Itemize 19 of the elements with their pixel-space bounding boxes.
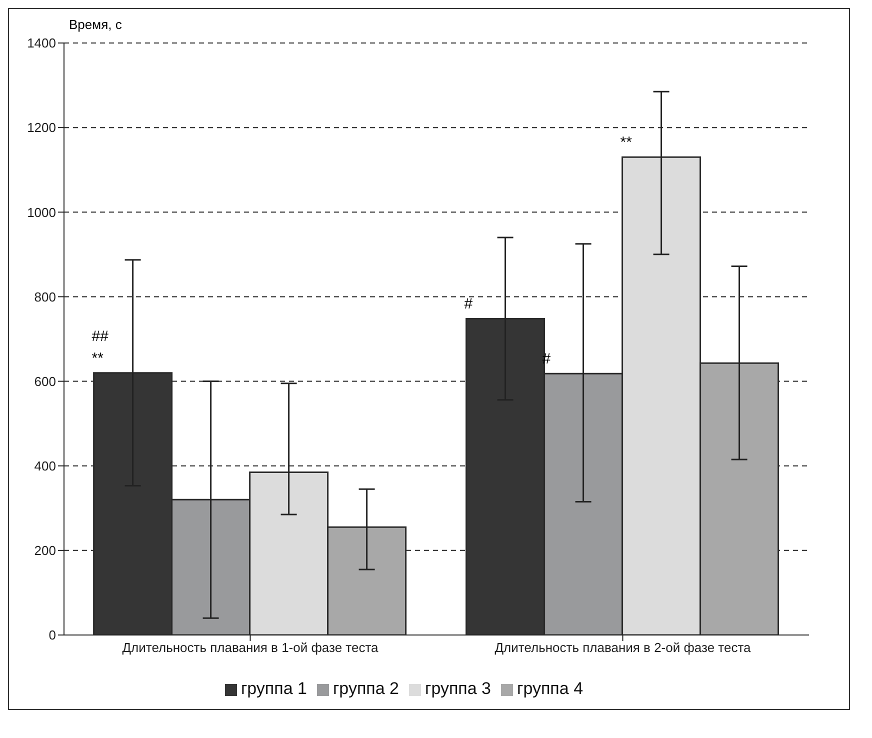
y-tick-label: 600 <box>34 374 56 389</box>
y-tick-label: 1000 <box>27 204 56 220</box>
annotation: ** <box>92 350 104 367</box>
annotation: ** <box>620 134 632 152</box>
x-tick-label: Длительность плавания в 1-ой фазе теста <box>122 640 380 656</box>
y-tick-label: 400 <box>34 458 56 474</box>
y-tick-label: 1200 <box>27 120 56 136</box>
legend-label: группа 1 <box>240 679 307 698</box>
y-axis-title: Время, с <box>69 17 122 32</box>
legend-label: группа 4 <box>517 679 584 698</box>
legend-label: группа 3 <box>425 679 492 698</box>
legend-label: группа 2 <box>332 679 399 698</box>
annotation: ## <box>92 328 110 345</box>
y-tick-label: 1400 <box>27 36 56 51</box>
y-tick-label: 200 <box>34 543 56 558</box>
y-tick-label: 0 <box>48 628 56 643</box>
x-tick-label: Длительность плавания в 2-ой фазе теста <box>494 640 752 656</box>
annotation: # <box>464 296 474 313</box>
y-tick-label: 800 <box>34 289 56 304</box>
